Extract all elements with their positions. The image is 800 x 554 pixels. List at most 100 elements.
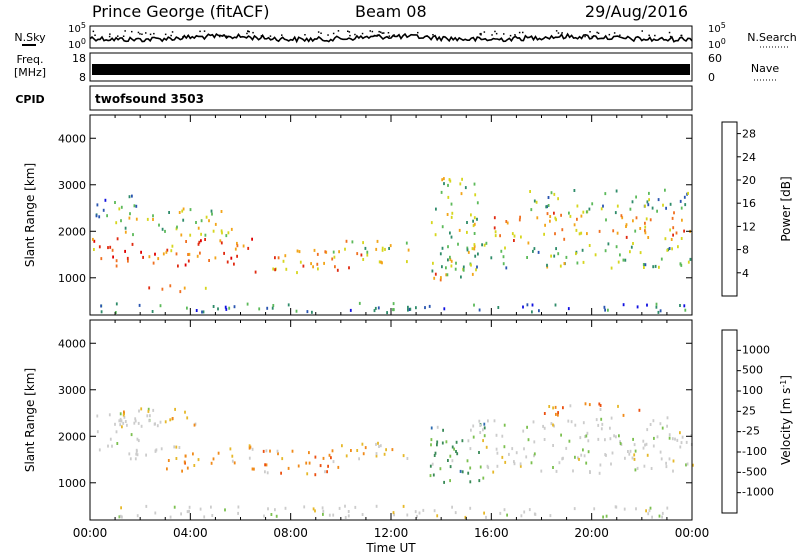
range-cell	[687, 191, 689, 195]
range-cell	[677, 245, 679, 249]
range-cell	[467, 439, 470, 443]
range-cell	[659, 422, 662, 426]
noise-dot	[557, 32, 560, 34]
range-cell	[543, 412, 546, 415]
range-cell	[482, 476, 485, 480]
range-cell	[528, 508, 531, 512]
noise-dot	[668, 31, 671, 34]
range-cell	[175, 445, 178, 449]
range-cell	[633, 443, 636, 447]
range-cell	[584, 402, 587, 406]
noise-dot	[518, 31, 521, 34]
power-colorbar: 4 8 12 16 20 24 28 Power [dB]	[721, 121, 793, 297]
range-cell	[672, 233, 674, 237]
range-cell	[679, 445, 682, 449]
range-cell	[449, 179, 452, 183]
range-cell	[305, 461, 308, 465]
range-cell	[148, 419, 151, 423]
range-cell	[203, 515, 206, 519]
range-cell	[505, 220, 508, 223]
range-cell	[654, 264, 657, 268]
noise-dot	[596, 31, 598, 34]
power-colorbar-label: Power [dB]	[779, 176, 793, 241]
range-cell	[186, 466, 189, 470]
range-cell	[212, 229, 215, 233]
range-cell	[672, 459, 675, 463]
range-cell	[348, 266, 350, 270]
noise-dot	[137, 31, 140, 34]
range-cell	[503, 423, 506, 427]
range-cell	[422, 508, 425, 512]
range-cell	[314, 509, 316, 513]
range-cell	[334, 265, 336, 269]
noise-dot	[381, 32, 383, 34]
range-cell	[485, 241, 488, 245]
noise-dot	[608, 33, 611, 36]
range-cell	[154, 252, 156, 256]
range-cell	[154, 449, 157, 453]
range-cell	[432, 473, 435, 477]
range-cell	[644, 225, 647, 229]
range-cell	[314, 473, 317, 477]
noise-dot	[388, 35, 391, 37]
range-cell	[574, 455, 576, 459]
range-cell	[375, 452, 378, 456]
range-cell	[391, 448, 394, 452]
range-cell	[580, 453, 583, 457]
range-cell	[312, 265, 314, 269]
range-cell	[450, 235, 453, 239]
range-cell	[429, 464, 432, 468]
range-cell	[645, 217, 648, 221]
range-cell	[469, 466, 472, 470]
range-cell	[331, 257, 334, 261]
range-cell	[182, 207, 185, 211]
range-cell	[276, 449, 279, 453]
range-cell	[515, 451, 518, 455]
range-cell	[402, 454, 405, 458]
range-cell	[533, 454, 535, 458]
range-cell	[111, 444, 113, 448]
range-cell	[124, 226, 127, 230]
range-cell	[210, 461, 213, 465]
range-cell	[321, 506, 324, 510]
range-cell	[189, 233, 192, 237]
range-cell	[580, 214, 583, 218]
range-cell	[580, 231, 583, 235]
range-cell	[445, 440, 448, 444]
range-cell	[406, 457, 409, 460]
range-cell	[681, 435, 684, 439]
range-cell	[609, 426, 611, 430]
range-cell	[572, 469, 574, 473]
range-cell	[115, 221, 118, 225]
range-cell	[545, 205, 548, 209]
range-cell	[242, 244, 245, 248]
noise-dot	[153, 32, 155, 35]
range-cell	[100, 257, 103, 261]
range-cell	[567, 307, 570, 311]
noise-dot	[393, 34, 395, 36]
range-cell	[272, 267, 275, 271]
range-cell	[683, 304, 686, 308]
range-cell	[199, 507, 202, 511]
range-cell	[482, 428, 484, 432]
noise-dot	[567, 34, 569, 36]
range-cell	[120, 205, 123, 209]
range-cell	[622, 303, 625, 307]
range-cell	[254, 270, 257, 274]
range-cell	[378, 260, 381, 264]
range-cell	[297, 464, 300, 468]
range-cell	[287, 303, 290, 307]
range-cell	[441, 441, 444, 445]
range-cell	[154, 422, 156, 426]
range-cell	[668, 457, 671, 461]
range-cell	[671, 437, 674, 441]
range-cell	[214, 256, 217, 260]
range-cell	[196, 254, 199, 258]
noise-dot	[641, 30, 643, 32]
range-cell	[258, 307, 261, 311]
range-cell	[685, 463, 687, 467]
range-cell	[687, 260, 690, 264]
range-cell	[146, 414, 149, 418]
noise-dot	[349, 34, 351, 37]
range-cell	[264, 470, 266, 474]
